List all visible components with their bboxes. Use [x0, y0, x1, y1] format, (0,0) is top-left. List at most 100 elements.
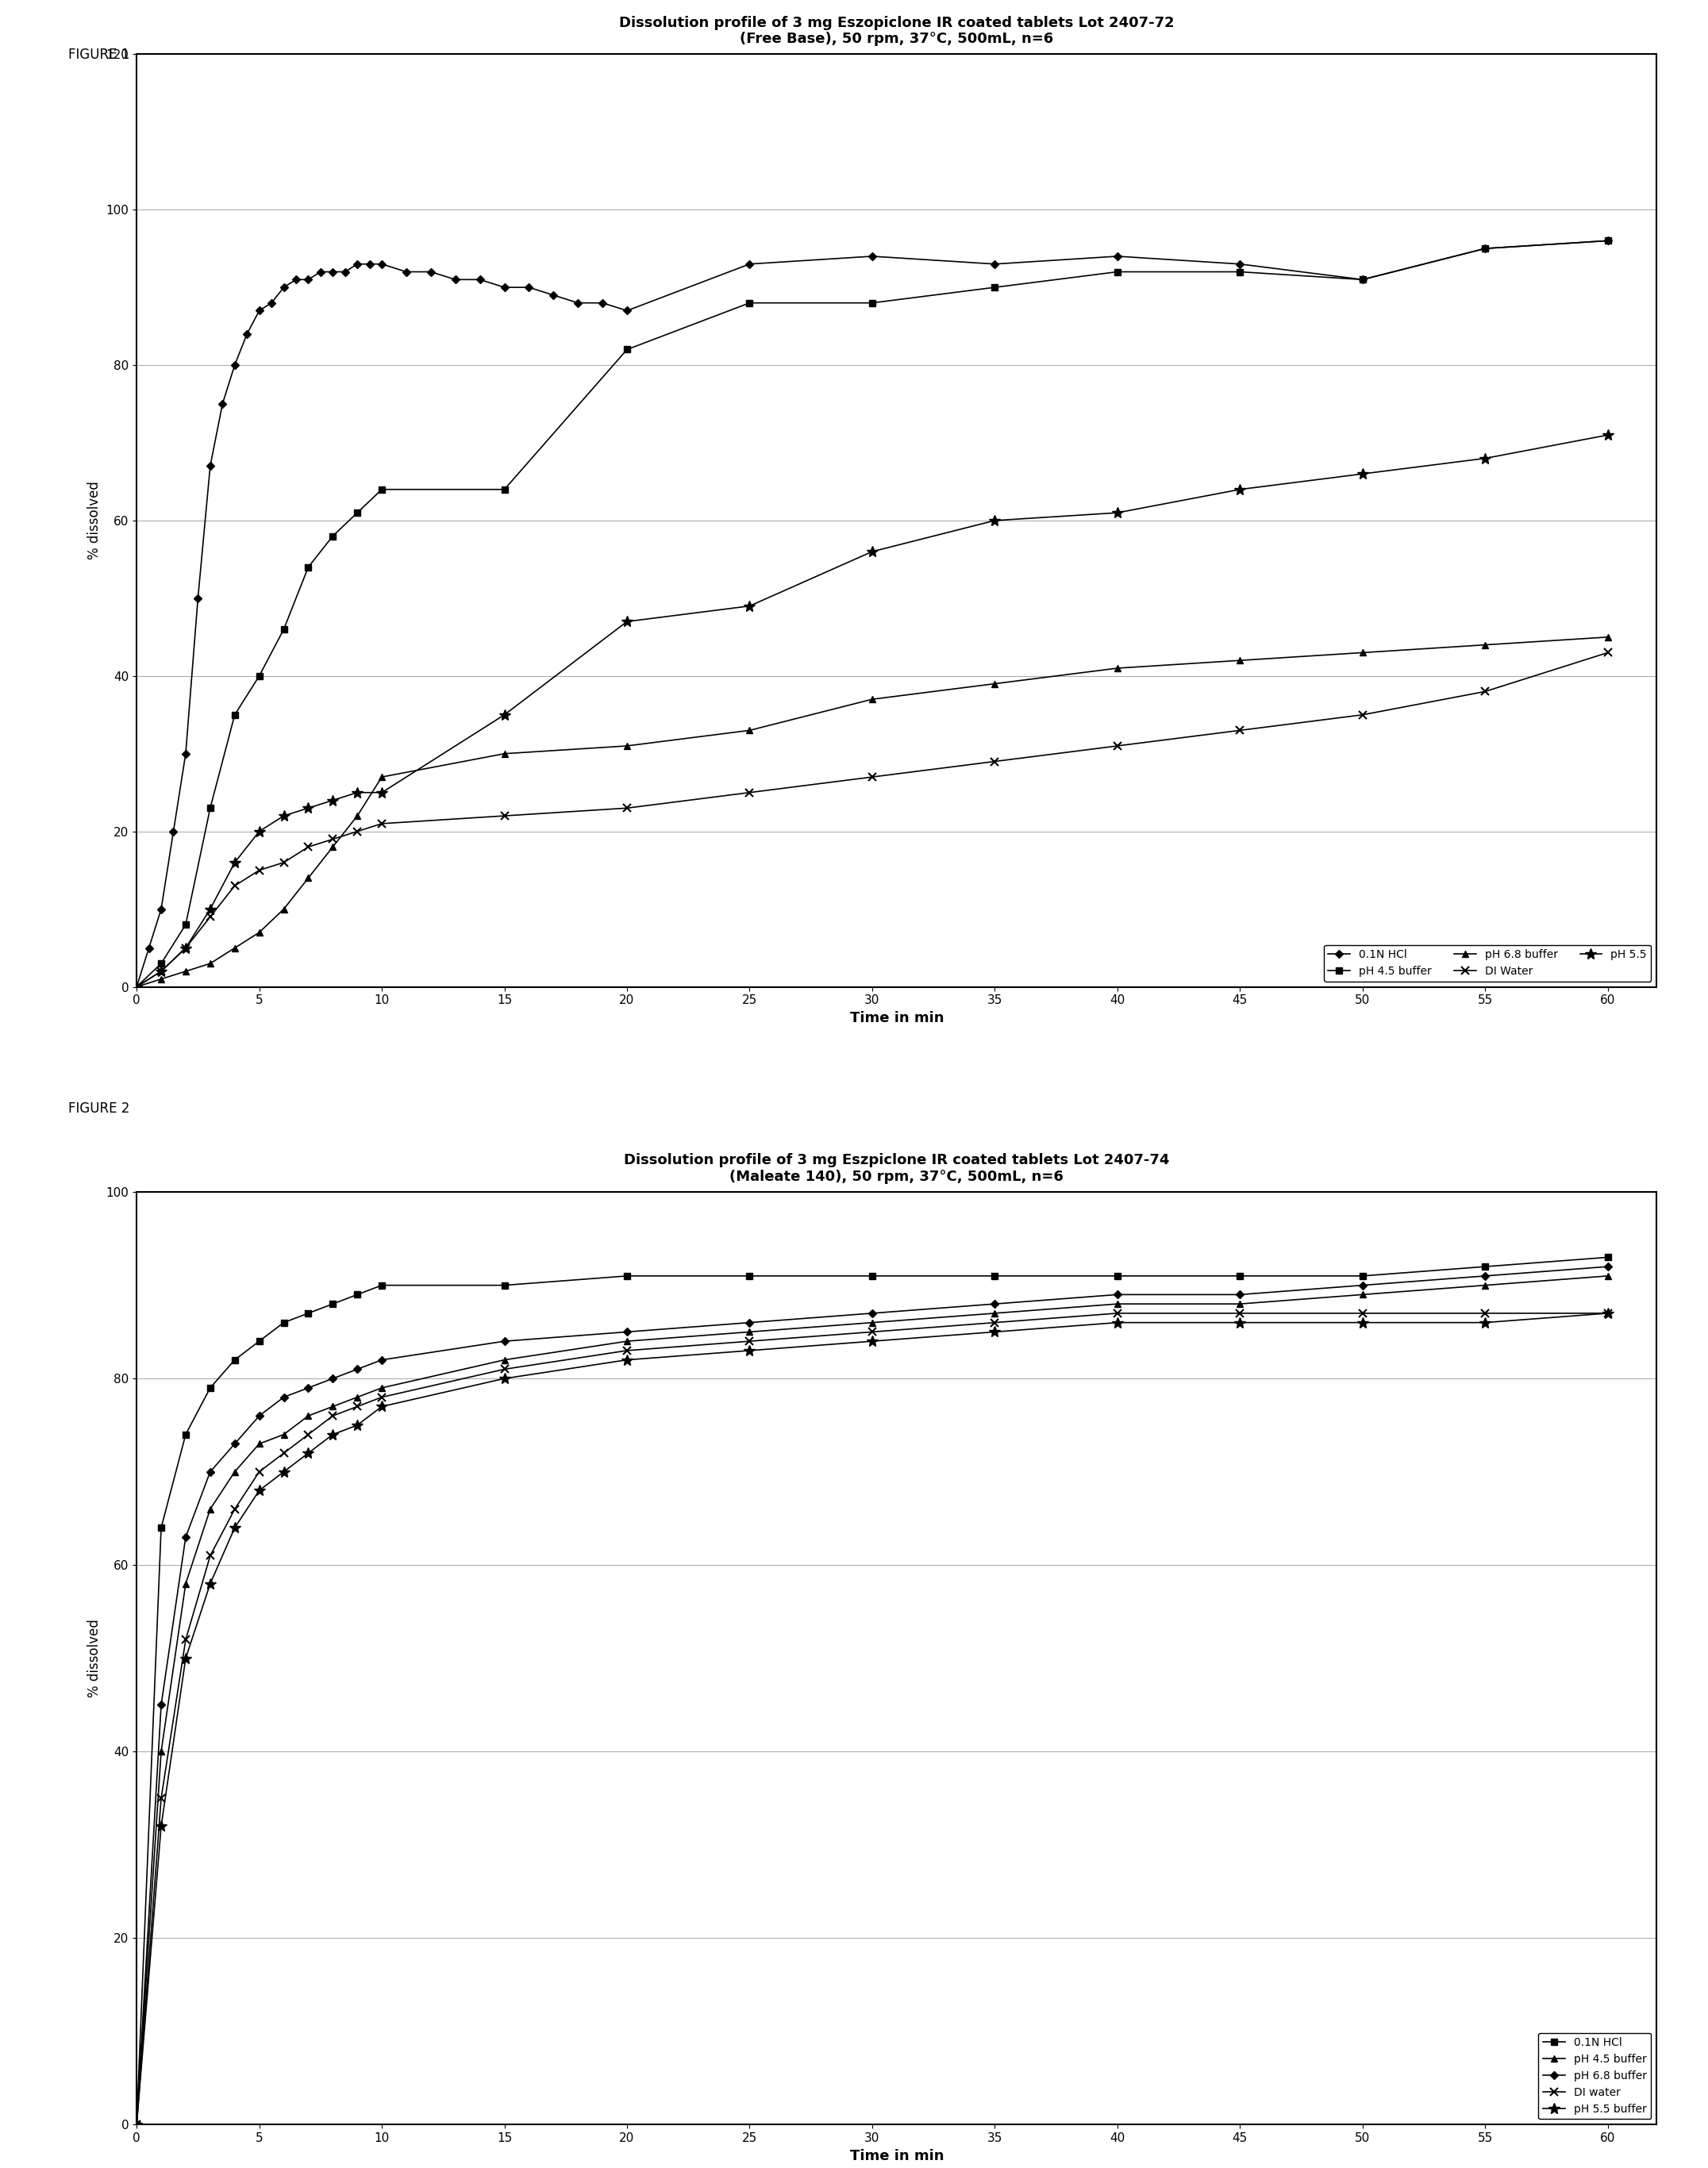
0.1N HCl [224, 1346, 244, 1372]
0.1N HCl [1107, 243, 1127, 269]
pH 5.5 [372, 780, 393, 806]
pH 6.8 buffer [224, 1431, 244, 1457]
0.1N HCl [372, 1273, 393, 1299]
0.1N HCl [617, 1264, 637, 1290]
Title: Dissolution profile of 3 mg Eszpiclone IR coated tablets Lot 2407-74
(Maleate 14: Dissolution profile of 3 mg Eszpiclone I… [623, 1153, 1170, 1184]
0.1N HCl [323, 1290, 343, 1316]
pH 5.5 [1597, 423, 1617, 449]
0.1N HCl [273, 275, 294, 301]
pH 5.5 [494, 702, 514, 728]
pH 4.5 buffer [863, 291, 883, 317]
Text: FIGURE 1: FIGURE 1 [68, 48, 130, 63]
0.1N HCl [519, 275, 540, 301]
DI Water [249, 856, 270, 882]
pH 4.5 buffer [249, 1431, 270, 1457]
0.1N HCl [863, 1264, 883, 1290]
0.1N HCl [249, 297, 270, 323]
pH 6.8 buffer [176, 1524, 196, 1550]
pH 5.5 [984, 507, 1004, 533]
pH 4.5 buffer [740, 291, 760, 317]
0.1N HCl [396, 258, 417, 284]
pH 4.5 buffer [1107, 1290, 1127, 1316]
X-axis label: Time in min: Time in min [849, 2148, 945, 2164]
pH 4.5 buffer [126, 973, 147, 999]
0.1N HCl [150, 1515, 171, 1541]
pH 5.5 [200, 895, 220, 921]
0.1N HCl [261, 291, 282, 317]
pH 5.5 [176, 934, 196, 960]
pH 4.5 buffer [224, 702, 244, 728]
DI water [224, 1496, 244, 1522]
Line: 0.1N HCl: 0.1N HCl [133, 238, 1611, 989]
DI Water [863, 763, 883, 789]
0.1N HCl [126, 973, 147, 999]
DI water [200, 1544, 220, 1570]
pH 5.5 [740, 594, 760, 620]
pH 6.8 buffer [1476, 1264, 1496, 1290]
pH 4.5 buffer [200, 796, 220, 822]
0.1N HCl [494, 275, 514, 301]
DI Water [347, 817, 367, 843]
pH 4.5 buffer [273, 1422, 294, 1448]
DI water [1476, 1301, 1496, 1327]
Legend: 0.1N HCl, pH 4.5 buffer, pH 6.8 buffer, DI Water, pH 5.5: 0.1N HCl, pH 4.5 buffer, pH 6.8 buffer, … [1324, 945, 1652, 982]
pH 4.5 buffer [126, 2112, 147, 2138]
DI Water [740, 780, 760, 806]
0.1N HCl [347, 251, 367, 278]
pH 6.8 buffer [1230, 1281, 1250, 1307]
pH 5.5 buffer [984, 1318, 1004, 1344]
DI Water [224, 874, 244, 900]
pH 5.5 [150, 958, 171, 984]
pH 5.5 buffer [1107, 1309, 1127, 1335]
0.1N HCl [984, 251, 1004, 278]
pH 6.8 buffer [323, 835, 343, 861]
pH 5.5 [297, 796, 318, 822]
0.1N HCl [176, 1422, 196, 1448]
pH 5.5 buffer [200, 1570, 220, 1596]
0.1N HCl [984, 1264, 1004, 1290]
0.1N HCl [543, 282, 564, 308]
0.1N HCl [311, 258, 331, 284]
pH 6.8 buffer [249, 1403, 270, 1429]
0.1N HCl [273, 1309, 294, 1335]
DI Water [1597, 640, 1617, 666]
0.1N HCl [150, 895, 171, 921]
pH 6.8 buffer [984, 1290, 1004, 1316]
pH 5.5 [273, 802, 294, 828]
pH 6.8 buffer [1230, 648, 1250, 674]
pH 6.8 buffer [1353, 1273, 1373, 1299]
0.1N HCl [593, 291, 613, 317]
0.1N HCl [126, 2112, 147, 2138]
pH 5.5 buffer [1230, 1309, 1250, 1335]
0.1N HCl [335, 258, 355, 284]
pH 4.5 buffer [323, 1394, 343, 1420]
pH 4.5 buffer [740, 1318, 760, 1344]
pH 4.5 buffer [1353, 1281, 1373, 1307]
0.1N HCl [188, 585, 208, 611]
DI water [494, 1357, 514, 1383]
Title: Dissolution profile of 3 mg Eszopiclone IR coated tablets Lot 2407-72
(Free Base: Dissolution profile of 3 mg Eszopiclone … [618, 15, 1175, 46]
pH 4.5 buffer [297, 555, 318, 581]
DI Water [1476, 679, 1496, 705]
DI water [863, 1318, 883, 1344]
pH 6.8 buffer [740, 718, 760, 744]
pH 4.5 buffer [494, 477, 514, 503]
pH 6.8 buffer [372, 763, 393, 789]
pH 6.8 buffer [984, 670, 1004, 696]
pH 6.8 buffer [1353, 640, 1373, 666]
0.1N HCl [567, 291, 588, 317]
pH 4.5 buffer [494, 1346, 514, 1372]
pH 6.8 buffer [347, 1357, 367, 1383]
pH 5.5 buffer [224, 1515, 244, 1541]
pH 4.5 buffer [372, 477, 393, 503]
pH 5.5 buffer [249, 1476, 270, 1502]
pH 4.5 buffer [200, 1496, 220, 1522]
pH 4.5 buffer [1476, 1273, 1496, 1299]
0.1N HCl [1476, 1253, 1496, 1279]
pH 6.8 buffer [176, 958, 196, 984]
DI Water [984, 748, 1004, 774]
pH 6.8 buffer [863, 687, 883, 713]
0.1N HCl [1597, 1244, 1617, 1270]
DI water [1107, 1301, 1127, 1327]
pH 6.8 buffer [224, 934, 244, 960]
